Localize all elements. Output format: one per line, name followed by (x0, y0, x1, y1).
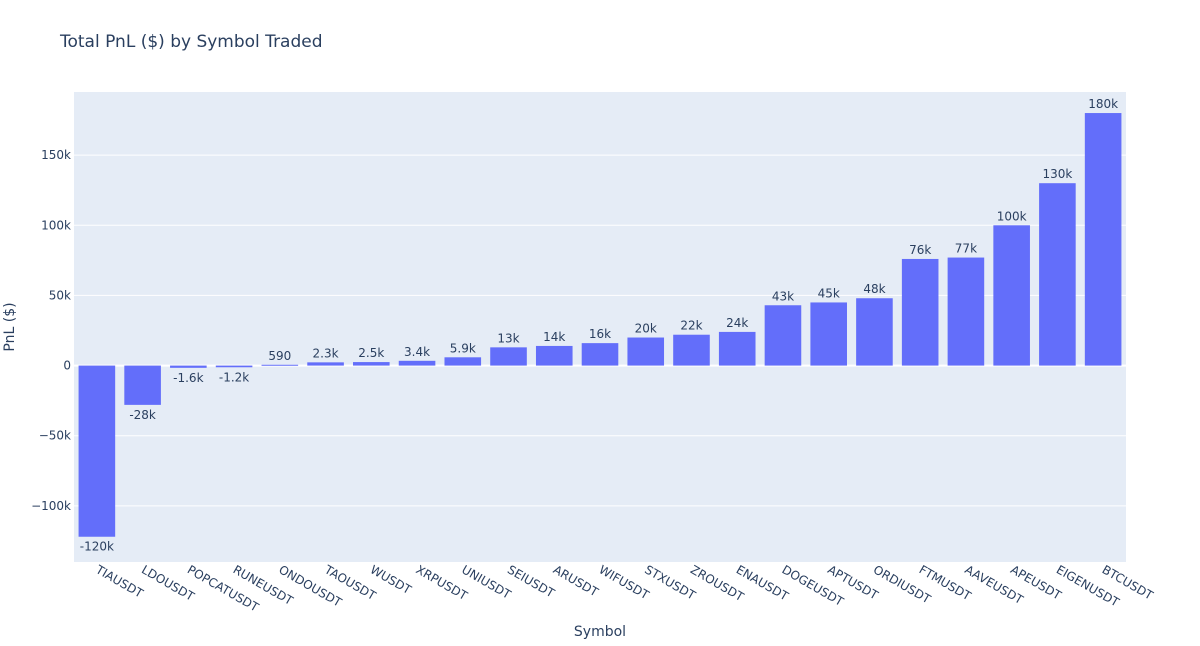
x-tick-label: TIAUSDT (93, 562, 147, 601)
data-label: 2.5k (358, 346, 384, 360)
bar[interactable] (673, 334, 710, 366)
data-label: 2.3k (313, 346, 339, 360)
y-axis-ticks: 150k 100k 50k 0 −50k −100k (31, 148, 71, 513)
bar[interactable] (78, 365, 116, 537)
bar[interactable] (1084, 113, 1122, 366)
data-label: 100k (997, 209, 1027, 223)
y-tick-label: −50k (39, 429, 71, 443)
x-tick-label: WIFUSDT (597, 562, 652, 602)
bar[interactable] (444, 357, 482, 366)
x-tick-label: UNIUSDT (459, 562, 514, 602)
bar[interactable] (810, 302, 847, 366)
data-label: -1.2k (219, 370, 249, 384)
data-label: 43k (772, 289, 794, 303)
data-label: -1.6k (173, 371, 203, 385)
data-label: 20k (635, 322, 657, 336)
bar[interactable] (124, 365, 161, 405)
data-label: 5.9k (450, 341, 476, 355)
data-label: 3.4k (404, 345, 430, 359)
data-label: 77k (955, 242, 977, 256)
y-tick-label: 150k (41, 148, 71, 162)
y-tick-label: 0 (63, 359, 71, 373)
x-tick-label: STXUSDT (642, 562, 698, 603)
data-label: 13k (497, 331, 519, 345)
bar[interactable] (261, 364, 299, 366)
x-axis-ticks: TIAUSDTLDOUSDTPOPCATUSDTRUNEUSDTONDOUSDT… (93, 562, 1156, 615)
bar[interactable] (856, 298, 893, 366)
bar[interactable] (581, 343, 619, 366)
data-label: 22k (680, 319, 702, 333)
x-tick-label: ARUSDT (551, 562, 601, 599)
bar[interactable] (215, 365, 253, 368)
bar[interactable] (947, 257, 985, 366)
data-label: 16k (589, 327, 611, 341)
bar[interactable] (901, 258, 939, 366)
bar[interactable] (490, 347, 527, 366)
bar[interactable] (993, 225, 1030, 366)
data-label: 590 (268, 349, 291, 363)
data-label: 180k (1088, 97, 1118, 111)
bar[interactable] (627, 337, 665, 366)
bar[interactable] (535, 345, 573, 366)
data-label: -120k (80, 540, 114, 554)
data-label: 76k (909, 243, 931, 257)
bar[interactable] (170, 365, 207, 368)
x-tick-label: SEIUSDT (505, 562, 557, 600)
bar[interactable] (398, 360, 436, 366)
y-tick-label: 50k (49, 288, 71, 302)
data-label: -28k (129, 408, 156, 422)
data-label: 14k (543, 330, 565, 344)
bar[interactable] (764, 305, 802, 366)
y-tick-label: 100k (41, 218, 71, 232)
data-label: 48k (863, 282, 885, 296)
bar[interactable] (353, 362, 390, 366)
bars: -120k -28k -1.6k -1.2k 590 2.3k 2.5k 3.4k 5.9k 13… (78, 97, 1122, 554)
data-label: 130k (1042, 167, 1072, 181)
x-axis-title: Symbol (574, 624, 626, 640)
bar[interactable] (1039, 183, 1076, 366)
data-label: 24k (726, 316, 748, 330)
bar[interactable] (718, 331, 756, 366)
y-axis-title: PnL ($) (2, 302, 18, 351)
y-tick-label: −100k (31, 499, 71, 513)
chart-title: Total PnL ($) by Symbol Traded (59, 32, 323, 52)
data-label: 45k (818, 286, 840, 300)
bar[interactable] (307, 362, 344, 366)
